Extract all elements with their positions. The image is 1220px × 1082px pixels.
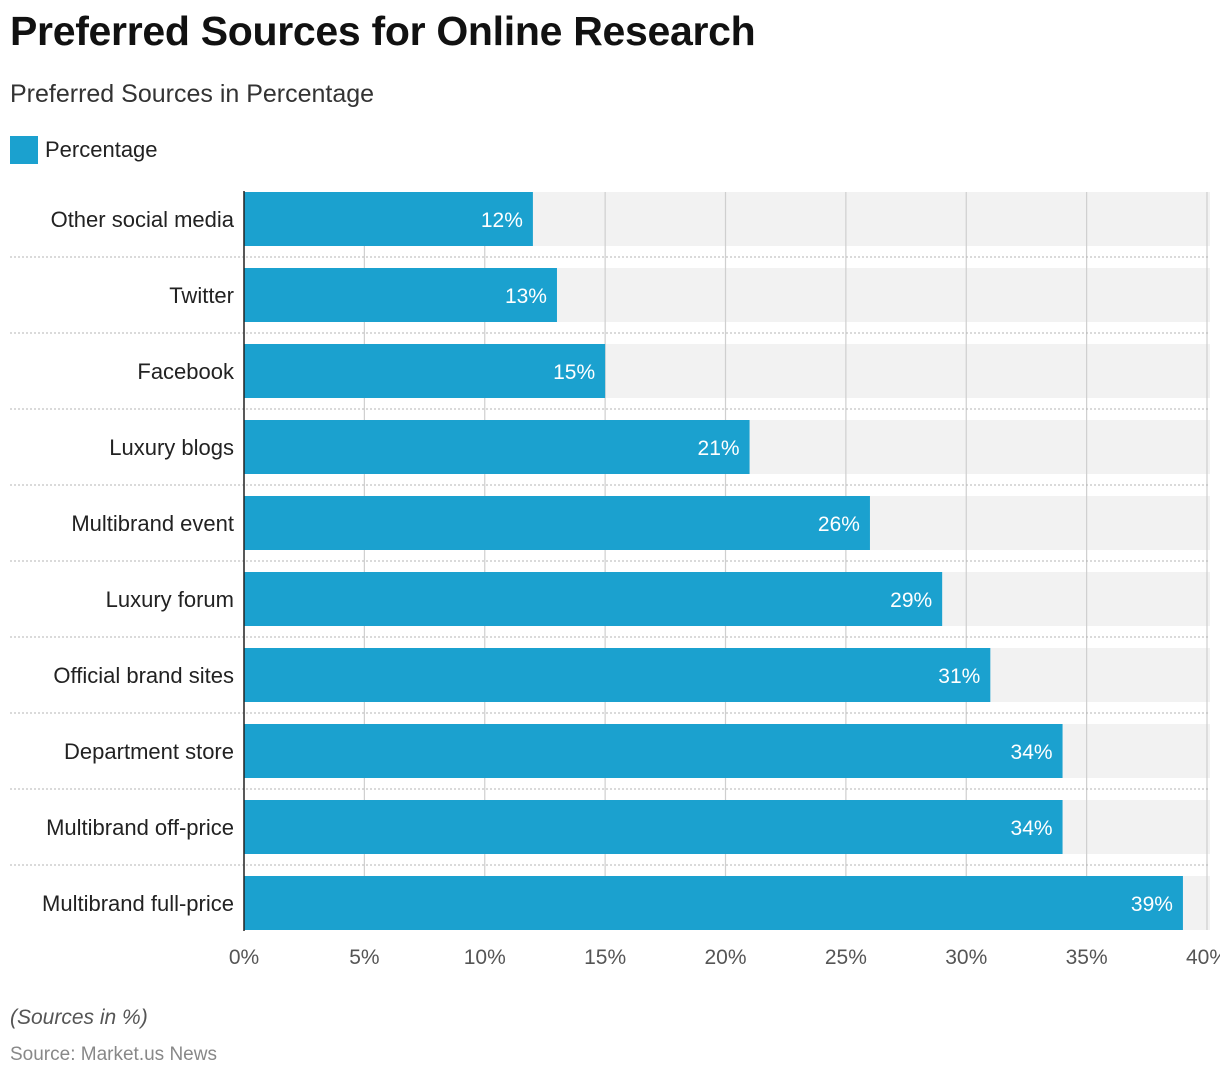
category-label: Luxury forum xyxy=(106,587,234,612)
bar xyxy=(244,876,1183,930)
data-label: 15% xyxy=(553,361,595,384)
category-label: Luxury blogs xyxy=(109,435,234,460)
chart-title: Preferred Sources for Online Research xyxy=(10,8,756,54)
bar xyxy=(244,192,533,246)
source-credit: Source: Market.us News xyxy=(10,1044,217,1065)
x-tick-label: 15% xyxy=(584,946,626,969)
bar xyxy=(244,724,1063,778)
data-label: 12% xyxy=(481,209,523,232)
category-label: Twitter xyxy=(169,283,234,308)
x-tick-label: 5% xyxy=(349,946,379,969)
bar xyxy=(244,420,750,474)
data-label: 13% xyxy=(505,285,547,308)
bar xyxy=(244,800,1063,854)
category-label: Other social media xyxy=(51,207,235,232)
data-label: 29% xyxy=(890,589,932,612)
bar xyxy=(244,344,606,398)
category-label: Official brand sites xyxy=(53,663,234,688)
category-label: Facebook xyxy=(137,359,235,384)
bar xyxy=(244,268,557,322)
x-tick-label: 20% xyxy=(704,946,746,969)
bar xyxy=(244,496,870,550)
x-tick-label: 0% xyxy=(229,946,259,969)
x-tick-label: 40% xyxy=(1186,946,1220,969)
x-tick-label: 10% xyxy=(464,946,506,969)
legend-label: Percentage xyxy=(45,137,158,162)
legend-swatch xyxy=(10,136,38,164)
legend: Percentage xyxy=(10,136,158,164)
category-label: Multibrand event xyxy=(71,511,234,536)
chart-subtitle: Preferred Sources in Percentage xyxy=(10,80,375,108)
category-label: Department store xyxy=(64,739,234,764)
x-tick-label: 35% xyxy=(1066,946,1108,969)
category-label: Multibrand full-price xyxy=(42,891,234,916)
data-label: 39% xyxy=(1131,893,1173,916)
x-tick-label: 25% xyxy=(825,946,867,969)
bar xyxy=(244,648,991,702)
category-label: Multibrand off-price xyxy=(46,815,234,840)
data-label: 21% xyxy=(698,437,740,460)
bar xyxy=(244,572,943,626)
footnote: (Sources in %) xyxy=(10,1006,148,1029)
data-label: 31% xyxy=(938,665,980,688)
data-label: 26% xyxy=(818,513,860,536)
data-label: 34% xyxy=(1011,741,1053,764)
data-label: 34% xyxy=(1011,817,1053,840)
bar-chart: 12% Other social media 13% Twitter 15% Facebo… xyxy=(10,191,1220,969)
x-tick-label: 30% xyxy=(945,946,987,969)
